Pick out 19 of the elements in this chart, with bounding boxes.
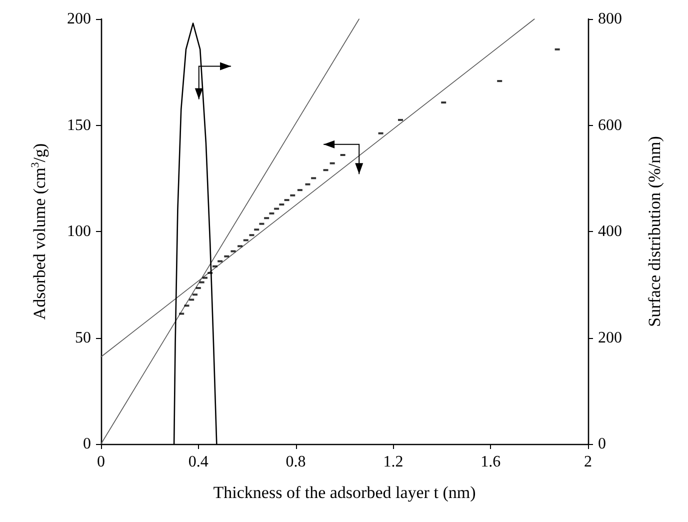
x-tick-label: 0.8 <box>286 454 306 470</box>
y-tick-label: 150 <box>67 116 91 134</box>
x-tick-label: 1.2 <box>383 454 404 470</box>
y2-tick-label: 400 <box>598 223 622 240</box>
x-axis-title: Thickness of the adsorbed layer t (nm) <box>213 483 476 502</box>
y-tick-label: 50 <box>75 329 91 346</box>
x-tick-label: 0.4 <box>188 454 208 470</box>
y-tick-label: 100 <box>67 223 91 240</box>
y-tick-label: 0 <box>83 436 91 452</box>
y2-tick-label: 600 <box>598 116 622 134</box>
x-tick-label: 0 <box>97 454 105 470</box>
y2-axis-title: Surface distribution (%/nm) <box>645 136 664 327</box>
y-tick-label: 200 <box>67 10 91 28</box>
y2-tick-label: 200 <box>598 329 622 346</box>
y-axis-title: Adsorbed volume (cm3/g) <box>30 143 49 320</box>
y2-tick-label: 0 <box>598 436 606 452</box>
x-tick-label: 2 <box>584 454 592 470</box>
x-tick-label: 1.6 <box>480 454 501 470</box>
y2-tick-label: 800 <box>598 10 622 28</box>
